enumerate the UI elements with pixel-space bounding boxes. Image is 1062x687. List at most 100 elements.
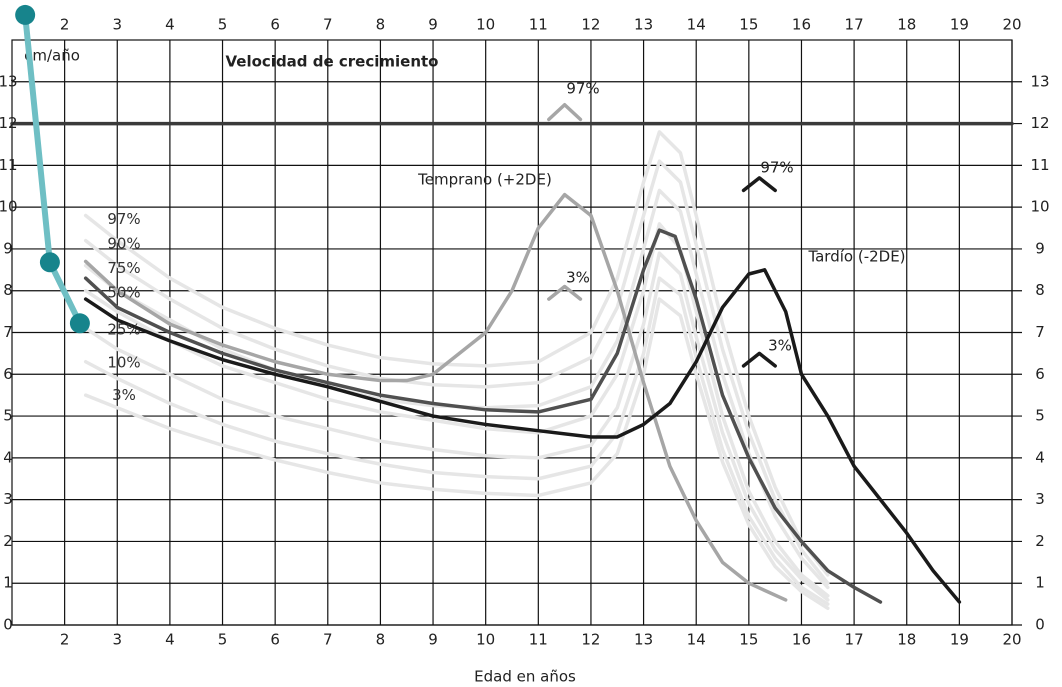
- x-tick-label-top: 11: [529, 16, 548, 34]
- x-tick-label: 9: [428, 631, 438, 649]
- x-tick-label-top: 2: [60, 16, 70, 34]
- data-point: [69, 313, 90, 334]
- x-tick-label: 18: [897, 631, 916, 649]
- x-tick-label: 6: [270, 631, 280, 649]
- x-tick-label: 20: [1002, 631, 1021, 649]
- x-tick-label-top: 4: [165, 16, 175, 34]
- y-tick-label-right: 9: [1035, 239, 1045, 257]
- y-tick-label-right: 3: [1035, 490, 1045, 508]
- x-tick-label: 4: [165, 631, 175, 649]
- x-tick-label-top: 7: [323, 16, 333, 34]
- x-tick-label: 12: [581, 631, 600, 649]
- y-tick-label-right: 4: [1035, 448, 1045, 466]
- chart-title: Velocidad de crecimiento: [226, 53, 439, 71]
- data-point: [15, 4, 36, 25]
- annotation: Tardío (-2DE): [807, 248, 905, 266]
- y-tick-label: 10: [0, 198, 18, 216]
- curves: [10, 4, 1014, 611]
- y-tick-label-right: 8: [1035, 281, 1045, 299]
- x-axis-label: Edad en años: [474, 668, 576, 686]
- y-tick-label: 9: [3, 239, 13, 257]
- curve-label: 3%: [112, 386, 136, 404]
- x-tick-label: 8: [376, 631, 386, 649]
- annotation: 97%: [760, 159, 793, 177]
- y-tick-label-right: 10: [1030, 198, 1049, 216]
- curve-label: 25%: [107, 320, 140, 338]
- x-tick-label-top: 6: [270, 16, 280, 34]
- x-tick-label: 17: [845, 631, 864, 649]
- series-line: [83, 159, 830, 585]
- curve-label: 97%: [107, 210, 140, 228]
- x-tick-label-top: 19: [950, 16, 969, 34]
- annotation: 97%: [566, 80, 599, 98]
- y-tick-label: 8: [3, 281, 13, 299]
- x-tick-label: 19: [950, 631, 969, 649]
- x-tick-label-top: 5: [218, 16, 228, 34]
- y-tick-label-right: 12: [1030, 114, 1049, 132]
- x-tick-label-top: 18: [897, 16, 916, 34]
- x-tick-label: 5: [218, 631, 228, 649]
- x-tick-label-top: 13: [634, 16, 653, 34]
- x-tick-label-top: 8: [376, 16, 386, 34]
- series-line: [83, 130, 830, 577]
- series-line: [83, 192, 788, 602]
- x-tick-label: 3: [112, 631, 122, 649]
- y-tick-label: 4: [3, 448, 13, 466]
- y-tick-label-right: 7: [1035, 323, 1045, 341]
- y-tick-label: 6: [3, 365, 13, 383]
- y-tick-label-right: 0: [1035, 616, 1045, 634]
- curve-label: 10%: [107, 353, 140, 371]
- x-tick-label: 11: [529, 631, 548, 649]
- data-point: [39, 252, 60, 273]
- y-tick-label-right: 5: [1035, 407, 1045, 425]
- y-tick-label-right: 11: [1030, 156, 1049, 174]
- y-tick-label: 2: [3, 532, 13, 550]
- grid: [11, 39, 1022, 626]
- x-tick-label-top: 9: [428, 16, 438, 34]
- x-tick-label: 15: [739, 631, 758, 649]
- x-tick-label: 10: [476, 631, 495, 649]
- annotation: 3%: [768, 337, 792, 355]
- series-line: [547, 284, 583, 301]
- annotation: 3%: [566, 269, 590, 287]
- series-line: [83, 268, 962, 604]
- series-line: [741, 351, 777, 368]
- series-line: [83, 188, 830, 590]
- x-tick-label-top: 12: [581, 16, 600, 34]
- y-tick-label: 12: [0, 114, 18, 132]
- series-line: [547, 103, 583, 122]
- annotation: Temprano (+2DE): [417, 171, 552, 189]
- curve-label: 50%: [107, 283, 140, 301]
- y-tick-label: 3: [3, 490, 13, 508]
- y-tick-label: 0: [3, 616, 13, 634]
- x-tick-label: 7: [323, 631, 333, 649]
- x-tick-label-top: 20: [1002, 16, 1021, 34]
- y-tick-label: 5: [3, 407, 13, 425]
- curve-label: 90%: [107, 234, 140, 252]
- y-tick-label-right: 6: [1035, 365, 1045, 383]
- x-tick-label: 13: [634, 631, 653, 649]
- series-line: [83, 297, 830, 611]
- y-tick-label-right: 13: [1030, 72, 1049, 90]
- x-tick-label-top: 15: [739, 16, 758, 34]
- x-tick-label-top: 17: [845, 16, 864, 34]
- x-tick-label: 2: [60, 631, 70, 649]
- x-tick-label-top: 16: [792, 16, 811, 34]
- x-tick-label-top: 10: [476, 16, 495, 34]
- labels: 2233445566778899101011111212131314141515…: [0, 16, 1050, 649]
- series-line: [741, 176, 777, 193]
- y-axis-label: cm/año: [24, 47, 80, 65]
- y-tick-label: 11: [0, 156, 18, 174]
- y-tick-label-right: 2: [1035, 532, 1045, 550]
- y-tick-label-right: 1: [1035, 574, 1045, 592]
- x-tick-label: 16: [792, 631, 811, 649]
- series-line: [83, 222, 830, 598]
- series-line: [83, 228, 883, 604]
- x-tick-label-top: 14: [687, 16, 706, 34]
- x-tick-label-top: 3: [112, 16, 122, 34]
- y-tick-label: 7: [3, 323, 13, 341]
- series-line: [83, 276, 830, 606]
- x-tick-label: 14: [687, 631, 706, 649]
- y-tick-label: 1: [3, 574, 13, 592]
